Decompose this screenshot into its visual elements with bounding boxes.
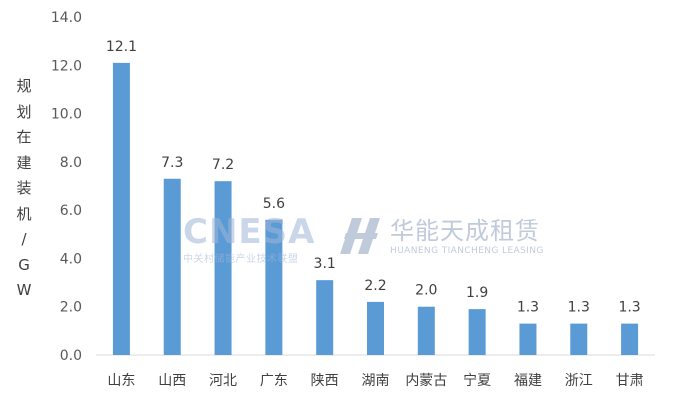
y-tick-label: 6.0 [60, 203, 82, 219]
data-label: 7.2 [212, 157, 234, 173]
y-axis-ticks: 0.0 2.0 4.0 6.0 8.0 10.0 12.0 14.0 [51, 10, 82, 364]
cnesa-watermark-subtitle: 中关村储能产业技术联盟 [183, 254, 299, 265]
data-label: 1.3 [517, 300, 539, 316]
x-tick-label: 浙江 [565, 373, 593, 389]
data-label: 12.1 [106, 39, 137, 55]
y-tick-label: 4.0 [60, 251, 82, 267]
cnesa-watermark-title: CNESA [183, 212, 316, 252]
y-tick-label: 0.0 [60, 348, 82, 364]
bar [417, 306, 435, 355]
data-labels: 12.1 7.3 7.2 5.6 3.1 2.2 2.0 1.9 1.3 1.3 1.3 [106, 39, 641, 316]
x-tick-label: 甘肃 [616, 373, 644, 389]
x-tick-label: 山西 [158, 373, 186, 389]
y-axis-label-char: 规 [16, 77, 32, 95]
x-axis-labels: 山东 山西 河北 广东 陕西 湖南 内蒙古 宁夏 福建 浙江 甘肃 [107, 372, 643, 389]
x-tick-label: 内蒙古 [405, 373, 447, 389]
y-axis-label: 规划在建装机 / G W [14, 74, 34, 304]
x-tick-label: 河北 [209, 373, 237, 389]
bar [519, 323, 537, 355]
cnesa-watermark: CNESA 中关村储能产业技术联盟 [183, 214, 315, 265]
bar [468, 309, 486, 355]
y-axis-label-char: 装 [16, 179, 32, 197]
bar [621, 323, 639, 355]
y-tick-label: 8.0 [60, 155, 82, 171]
bar [163, 178, 181, 355]
bar [214, 181, 232, 355]
y-tick-label: 14.0 [51, 10, 82, 26]
x-tick-label: 广东 [260, 373, 288, 389]
huaneng-logo-icon [340, 218, 380, 254]
y-tick-label: 10.0 [51, 107, 82, 123]
bar [316, 280, 334, 355]
bar [570, 323, 588, 355]
y-axis-label-char: 划 [16, 102, 32, 121]
y-axis-label-char: W [16, 281, 32, 299]
y-axis-label-char: G [18, 255, 30, 274]
x-tick-label: 宁夏 [463, 372, 491, 389]
y-axis-label-char: / [21, 230, 27, 248]
x-tick-label: 山东 [107, 373, 135, 389]
data-label: 5.6 [263, 196, 285, 212]
data-label: 3.1 [314, 256, 336, 272]
y-tick-label: 12.0 [51, 58, 82, 74]
bars [112, 62, 639, 355]
data-label: 2.2 [364, 278, 386, 294]
x-tick-label: 福建 [514, 373, 542, 389]
huaneng-watermark-title: 华能天成租赁 [390, 217, 540, 245]
huaneng-watermark: 华能天成租赁 HUANENG TIANCHENG LEASING [340, 216, 544, 256]
bar [367, 301, 384, 355]
huaneng-watermark-subtitle: HUANENG TIANCHENG LEASING [390, 246, 544, 256]
y-axis-label-char: 建 [16, 153, 32, 172]
y-tick-label: 2.0 [60, 300, 82, 316]
bar [112, 62, 130, 355]
data-label: 2.0 [415, 283, 437, 299]
data-label: 1.3 [568, 300, 590, 316]
data-label: 1.3 [618, 300, 640, 316]
x-tick-label: 湖南 [362, 373, 390, 389]
x-tick-label: 陕西 [311, 373, 339, 389]
bar [265, 219, 283, 355]
y-axis-label-char: 在 [16, 128, 32, 146]
data-label: 7.3 [161, 155, 183, 171]
data-label: 1.9 [466, 285, 488, 301]
y-axis-label-char: 机 [16, 204, 32, 223]
